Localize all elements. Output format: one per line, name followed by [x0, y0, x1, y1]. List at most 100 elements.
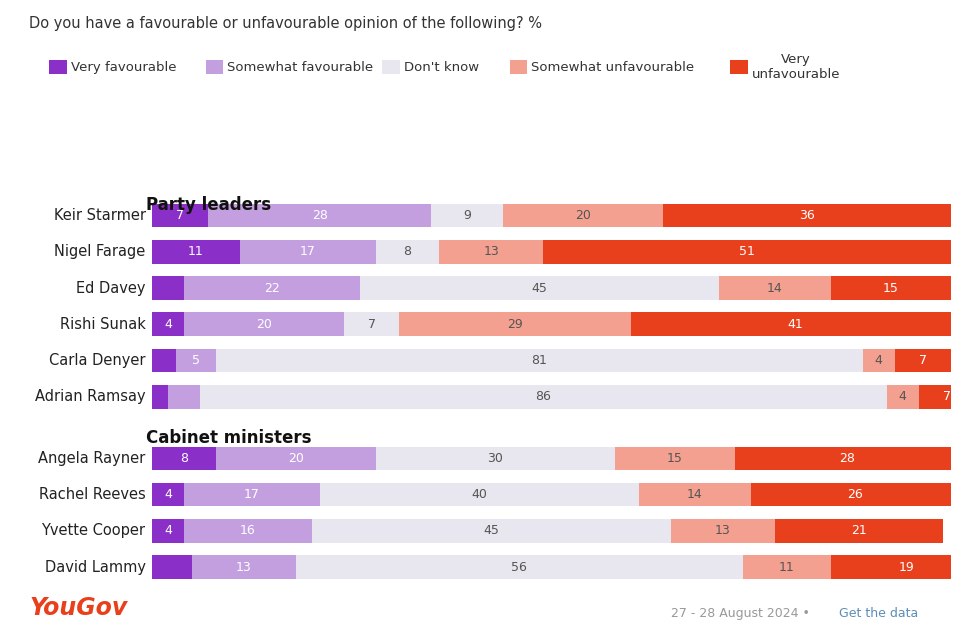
Text: 20: 20 — [575, 209, 591, 222]
Bar — [639, 483, 751, 506]
Text: 5: 5 — [192, 354, 200, 367]
Text: 14: 14 — [767, 282, 783, 294]
Text: 16: 16 — [240, 524, 256, 538]
Bar — [312, 519, 671, 543]
Text: 19: 19 — [899, 561, 914, 573]
Bar — [431, 204, 504, 227]
Text: 13: 13 — [236, 561, 252, 573]
Text: Don't know: Don't know — [404, 61, 479, 74]
Text: 27 - 28 August 2024 •: 27 - 28 August 2024 • — [671, 607, 814, 620]
Text: 13: 13 — [715, 524, 731, 538]
Text: YouGov: YouGov — [29, 595, 127, 620]
Bar — [775, 519, 943, 543]
Bar — [152, 519, 184, 543]
Text: 21: 21 — [851, 524, 866, 538]
Text: 45: 45 — [531, 282, 547, 294]
Bar — [743, 556, 831, 579]
Bar — [831, 556, 980, 579]
Bar — [543, 240, 951, 264]
Bar — [631, 312, 958, 336]
Bar — [175, 349, 216, 372]
Text: 56: 56 — [512, 561, 527, 573]
Text: 15: 15 — [883, 282, 899, 294]
Bar — [735, 447, 958, 470]
Bar — [152, 240, 240, 264]
Bar — [663, 204, 951, 227]
Bar — [192, 556, 296, 579]
Bar — [671, 519, 775, 543]
Text: 4: 4 — [164, 318, 171, 331]
Bar — [360, 276, 719, 300]
Text: 30: 30 — [487, 452, 504, 465]
Bar — [184, 483, 319, 506]
Text: 17: 17 — [300, 245, 316, 259]
Bar — [216, 349, 862, 372]
Text: 4: 4 — [164, 488, 171, 501]
Bar — [208, 204, 431, 227]
Bar — [152, 276, 184, 300]
Bar — [152, 556, 192, 579]
Text: 7: 7 — [918, 354, 927, 367]
Bar — [751, 483, 958, 506]
Text: 8: 8 — [180, 452, 188, 465]
Bar — [862, 349, 895, 372]
Text: 11: 11 — [779, 561, 795, 573]
Text: 51: 51 — [739, 245, 755, 259]
Text: Adrian Ramsay: Adrian Ramsay — [35, 389, 145, 404]
Text: 11: 11 — [188, 245, 204, 259]
Text: 4: 4 — [899, 390, 907, 403]
Text: Yvette Cooper: Yvette Cooper — [41, 524, 145, 538]
Text: 28: 28 — [312, 209, 327, 222]
Text: Get the data: Get the data — [839, 607, 918, 620]
Bar — [504, 204, 663, 227]
Text: 28: 28 — [839, 452, 855, 465]
Text: 4: 4 — [875, 354, 883, 367]
Bar — [319, 483, 639, 506]
Text: Angela Rayner: Angela Rayner — [38, 451, 145, 466]
Bar — [152, 204, 208, 227]
Bar — [887, 385, 918, 408]
Text: 26: 26 — [847, 488, 862, 501]
Bar — [240, 240, 375, 264]
Bar — [831, 276, 951, 300]
Text: 45: 45 — [483, 524, 499, 538]
Text: 86: 86 — [535, 390, 551, 403]
Text: 20: 20 — [288, 452, 304, 465]
Bar — [200, 385, 887, 408]
Bar — [216, 447, 375, 470]
Text: Do you have a favourable or unfavourable opinion of the following? %: Do you have a favourable or unfavourable… — [29, 16, 542, 31]
Text: Somewhat unfavourable: Somewhat unfavourable — [531, 61, 694, 74]
Text: Keir Starmer: Keir Starmer — [54, 208, 145, 223]
Text: 13: 13 — [483, 245, 499, 259]
Bar — [152, 349, 175, 372]
Text: 7: 7 — [175, 209, 184, 222]
Text: 14: 14 — [687, 488, 703, 501]
Text: 41: 41 — [787, 318, 803, 331]
Text: Very favourable: Very favourable — [71, 61, 176, 74]
Text: Very
unfavourable: Very unfavourable — [752, 53, 840, 81]
Bar — [615, 447, 735, 470]
Bar — [152, 447, 216, 470]
Bar — [719, 276, 831, 300]
Bar — [439, 240, 543, 264]
Text: Party leaders: Party leaders — [145, 196, 270, 214]
Bar — [400, 312, 631, 336]
Text: David Lammy: David Lammy — [44, 559, 145, 575]
Text: 81: 81 — [531, 354, 547, 367]
Text: 29: 29 — [508, 318, 523, 331]
Text: 36: 36 — [799, 209, 814, 222]
Text: 7: 7 — [368, 318, 375, 331]
Bar — [184, 276, 360, 300]
Bar — [184, 519, 312, 543]
Bar — [375, 447, 615, 470]
Text: 20: 20 — [256, 318, 271, 331]
Text: Carla Denyer: Carla Denyer — [49, 353, 145, 368]
Text: Cabinet ministers: Cabinet ministers — [145, 429, 311, 447]
Bar — [152, 385, 168, 408]
Bar — [296, 556, 743, 579]
Text: Rishi Sunak: Rishi Sunak — [60, 317, 145, 332]
Text: 8: 8 — [404, 245, 412, 259]
Text: 9: 9 — [464, 209, 471, 222]
Text: 17: 17 — [244, 488, 260, 501]
Text: 22: 22 — [264, 282, 279, 294]
